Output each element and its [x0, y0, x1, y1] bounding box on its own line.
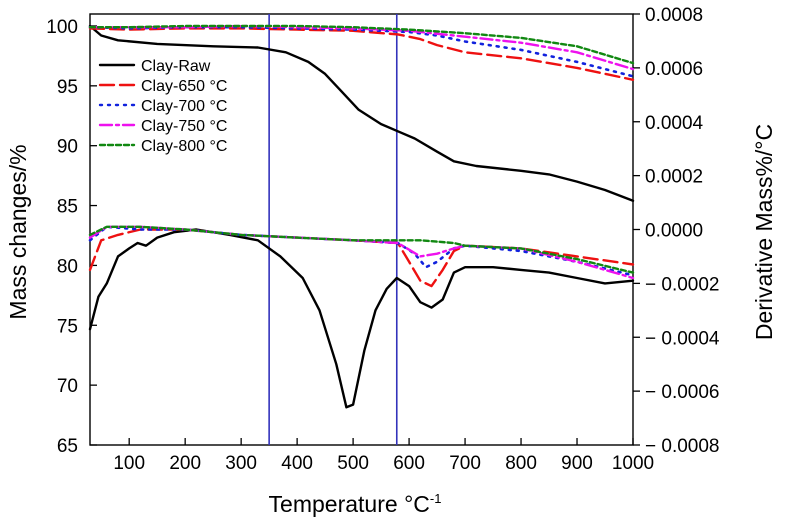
y-left-tick-label: 65	[57, 436, 78, 457]
y-right-tick-label: 0.0000	[645, 221, 703, 242]
vertical-lines-layer	[268, 14, 398, 445]
series-line-clay-650-c-mass	[88, 27, 635, 81]
legend-label: Clay-650 °C	[141, 78, 227, 95]
x-tick-label: 800	[505, 453, 537, 474]
y-right-tick-label: − 0.0008	[645, 436, 720, 457]
x-tick-label: 900	[561, 453, 593, 474]
x-tick-label: 500	[337, 453, 369, 474]
y-right-tick-label: 0.0002	[645, 167, 703, 188]
y-right-axis-title: Derivative Mass%/°C	[751, 124, 777, 340]
legend-label: Clay-800 °C	[141, 138, 227, 155]
y-left-tick-label: 95	[57, 77, 78, 98]
y-left-tick-label: 80	[57, 256, 78, 277]
ticks-layer: 100 200 300 400 500 600 700 800 900 1000 65 70 75 80 8…	[46, 5, 720, 474]
series-line-clay-700-c-mass	[88, 25, 635, 78]
y-right-tick-label: 0.0004	[645, 113, 704, 134]
series-line-clay-800-c-mass	[88, 24, 635, 65]
y-left-tick-label: 70	[57, 376, 78, 397]
x-tick-label: 100	[113, 453, 145, 474]
y-right-tick-label: − 0.0002	[645, 274, 720, 295]
y-right-tick-label: 0.0008	[645, 5, 703, 26]
y-right-tick-label: − 0.0006	[645, 382, 720, 403]
y-left-tick-label: 90	[57, 137, 78, 158]
y-right-tick-label: 0.0006	[645, 59, 703, 80]
y-left-axis-title: Mass changes/%	[5, 144, 31, 319]
y-right-tick-label: − 0.0004	[645, 328, 720, 349]
series-layer	[88, 24, 635, 409]
x-tick-label: 200	[169, 453, 201, 474]
series-line-clay-650-c-derivative	[88, 228, 635, 288]
series-line-clay-raw-derivative	[88, 228, 635, 409]
legend-label: Clay-Raw	[141, 58, 211, 75]
x-axis-title: Temperature °C-1	[269, 491, 442, 517]
legend-label: Clay-700 °C	[141, 98, 227, 115]
legend-label: Clay-750 °C	[141, 118, 227, 135]
x-tick-label: 400	[281, 453, 313, 474]
series-line-clay-800-c-derivative	[88, 225, 635, 274]
x-axis-title-sup: -1	[430, 491, 442, 506]
x-tick-label: 600	[393, 453, 425, 474]
y-left-tick-label: 75	[57, 316, 78, 337]
x-tick-label: 1000	[612, 453, 654, 474]
y-left-tick-label: 100	[46, 17, 78, 38]
x-tick-label: 300	[225, 453, 257, 474]
legend: Clay-Raw Clay-650 °C Clay-700 °C Clay-750 °…	[98, 58, 227, 155]
y-left-tick-label: 85	[57, 197, 78, 218]
series-line-clay-raw-mass	[88, 24, 635, 202]
x-axis-title-main: Temperature	[269, 491, 398, 517]
x-tick-label: 700	[449, 453, 481, 474]
x-axis-title-unit: °C	[404, 491, 430, 517]
